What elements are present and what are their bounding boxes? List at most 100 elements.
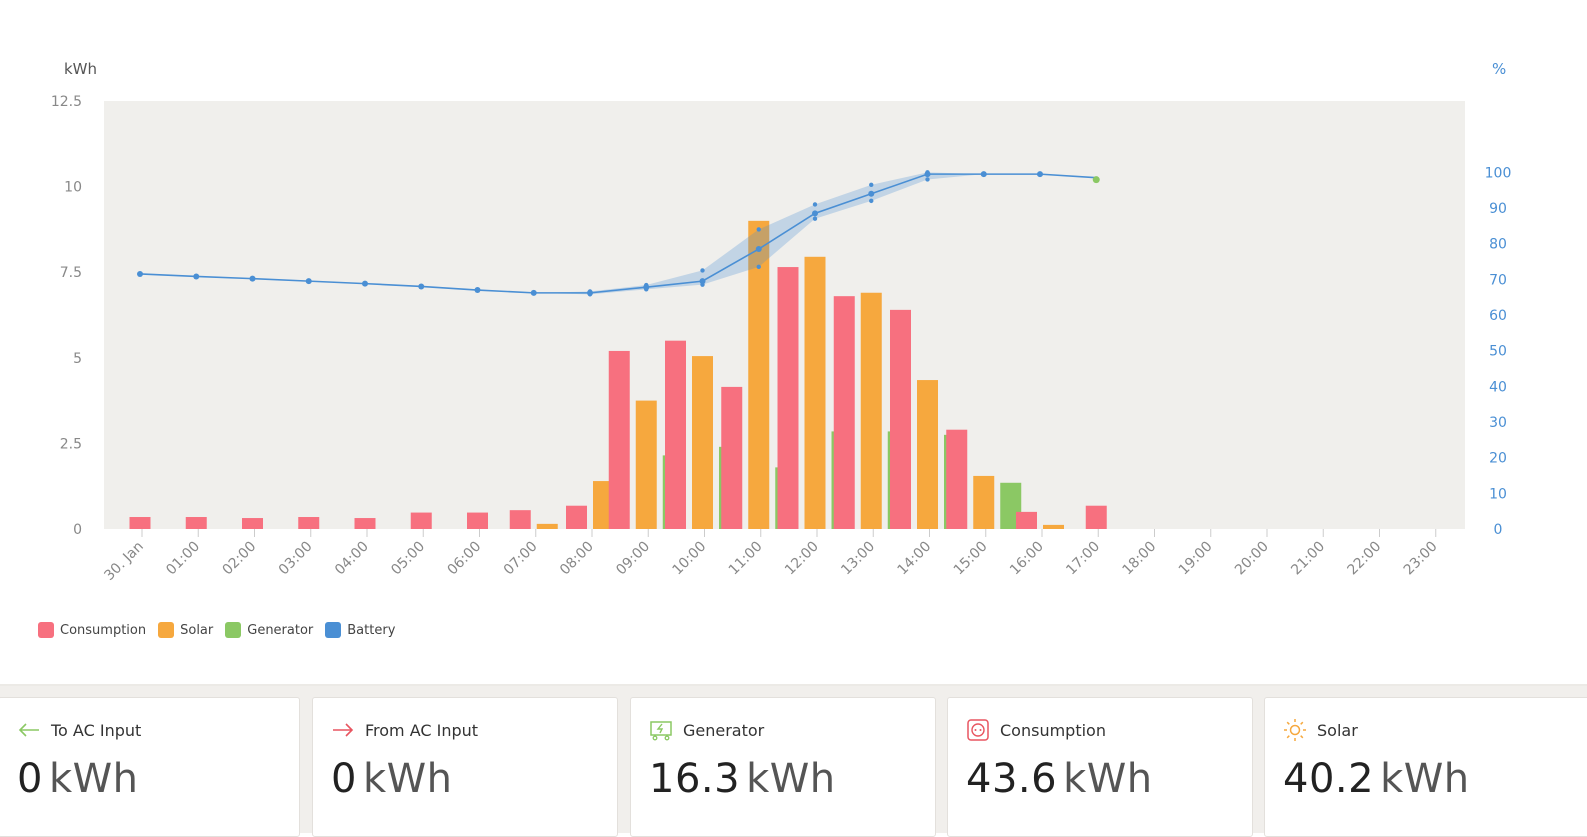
card-to-ac-input[interactable]: To AC Input 0 kWh xyxy=(0,697,300,837)
bar-solar xyxy=(692,356,713,529)
card-unit-from-ac-input: kWh xyxy=(362,756,453,802)
legend-item-battery[interactable]: Battery xyxy=(325,622,395,638)
battery-point xyxy=(643,284,650,291)
battery-min-point xyxy=(812,216,818,221)
bar-solar xyxy=(973,475,995,529)
y-right-tick-label: 50 xyxy=(1489,344,1507,360)
x-tick-label: 17:00 xyxy=(1063,539,1103,579)
bar-consumption xyxy=(298,517,320,529)
y-right-tick-label: 100 xyxy=(1485,165,1512,181)
bar-solar xyxy=(635,400,657,529)
card-title-generator: Generator xyxy=(683,720,765,740)
card-unit-solar: kWh xyxy=(1380,756,1470,802)
card-header-consumption: Consumption xyxy=(966,718,1106,742)
battery-point xyxy=(530,289,537,296)
legend-swatch-battery xyxy=(325,622,342,638)
battery-current-point xyxy=(1092,176,1100,184)
x-tick-label: 13:00 xyxy=(838,539,878,579)
battery-min-point xyxy=(925,177,930,182)
card-number-from-ac-input: 0 xyxy=(331,756,357,802)
battery-max-point xyxy=(869,182,874,188)
y-right-tick-label: 10 xyxy=(1489,486,1507,502)
outlet-icon xyxy=(966,718,990,742)
y-right-tick-label: 0 xyxy=(1494,522,1503,538)
card-from-ac-input[interactable]: From AC Input 0 kWh xyxy=(312,697,618,837)
arrow-left-icon xyxy=(17,718,41,742)
bar-consumption xyxy=(777,267,799,529)
card-header-from-ac-input: From AC Input xyxy=(331,718,478,742)
x-tick-label: 20:00 xyxy=(1232,539,1272,579)
battery-min-point xyxy=(869,198,874,204)
legend-label-battery: Battery xyxy=(347,622,396,638)
legend-item-generator[interactable]: Generator xyxy=(225,622,313,638)
bar-consumption xyxy=(890,309,911,529)
y-left-tick-label: 5 xyxy=(73,351,82,367)
battery-max-point xyxy=(812,202,818,207)
battery-point xyxy=(868,190,875,197)
bar-consumption xyxy=(1085,505,1107,529)
y-right-tick-label: 40 xyxy=(1489,379,1507,395)
section-divider xyxy=(0,684,1587,686)
battery-point xyxy=(980,171,987,178)
battery-min-point xyxy=(756,264,761,270)
card-value-solar: 40.2 kWh xyxy=(1283,756,1470,802)
battery-point xyxy=(249,275,256,282)
x-tick-label: 22:00 xyxy=(1344,539,1384,579)
x-tick-label: 30. Jan xyxy=(101,539,146,584)
bar-solar xyxy=(917,380,938,529)
battery-point xyxy=(812,210,818,217)
card-consumption[interactable]: Consumption 43.6 kWh xyxy=(947,697,1253,837)
y-left-tick-label: 0 xyxy=(73,522,82,538)
card-value-generator: 16.3 kWh xyxy=(649,756,836,802)
x-tick-label: 05:00 xyxy=(388,539,428,579)
battery-point xyxy=(755,246,762,253)
y-left-tick-label: 12.5 xyxy=(51,94,82,110)
y-axis-right-unit: % xyxy=(1492,60,1506,78)
battery-max-point xyxy=(756,227,761,232)
x-tick-label: 11:00 xyxy=(726,539,766,579)
x-tick-label: 14:00 xyxy=(894,539,934,579)
x-tick-label: 21:00 xyxy=(1288,539,1328,579)
card-unit-to-ac-input: kWh xyxy=(48,756,139,802)
card-value-from-ac-input: 0 kWh xyxy=(331,756,453,802)
card-generator[interactable]: Generator 16.3 kWh xyxy=(630,697,936,837)
x-tick-label: 09:00 xyxy=(613,539,653,579)
bar-consumption xyxy=(566,505,587,529)
card-unit-generator: kWh xyxy=(746,756,836,802)
energy-chart: kWh% 0 2.5 5 7.5 10 12.5 0 10 20 30 40 50 60 70 80 90 100… xyxy=(51,60,1512,584)
x-tick-label: 01:00 xyxy=(163,539,203,579)
battery-point xyxy=(587,289,593,296)
legend-item-consumption[interactable]: Consumption xyxy=(38,622,146,638)
legend-label-consumption: Consumption xyxy=(60,622,147,638)
legend-swatch-consumption xyxy=(38,622,54,638)
card-value-to-ac-input: 0 kWh xyxy=(17,756,139,802)
bar-consumption xyxy=(185,517,207,529)
x-tick-label: 02:00 xyxy=(219,539,259,579)
x-tick-label: 15:00 xyxy=(951,539,991,579)
x-tick-label: 07:00 xyxy=(501,539,541,579)
x-tick-label: 06:00 xyxy=(444,539,484,579)
bar-consumption xyxy=(608,350,630,529)
y-right-tick-label: 80 xyxy=(1489,237,1507,253)
card-solar[interactable]: Solar 40.2 kWh xyxy=(1264,697,1587,837)
x-tick-label: 12:00 xyxy=(782,539,822,579)
card-value-consumption: 43.6 kWh xyxy=(966,756,1153,802)
bar-solar xyxy=(860,292,882,529)
battery-point xyxy=(924,171,931,178)
battery-point xyxy=(474,287,481,294)
y-right-tick-label: 60 xyxy=(1489,308,1507,324)
x-tick-label: 03:00 xyxy=(276,539,316,579)
bar-solar xyxy=(804,256,826,529)
x-tick-label: 18:00 xyxy=(1119,539,1159,579)
chart-svg: kWh % 0 2.5 5 7.5 10 12.5 0 10 20 30 40 50 60 70 80 90 100… xyxy=(51,60,1512,584)
y-axis-left-unit: kWh xyxy=(64,60,97,78)
bar-consumption xyxy=(1016,511,1037,529)
legend-item-solar[interactable]: Solar xyxy=(158,622,213,638)
y-left-tick-label: 10 xyxy=(64,180,82,196)
battery-range-band xyxy=(140,172,1097,295)
legend-label-generator: Generator xyxy=(247,622,314,638)
card-title-to-ac-input: To AC Input xyxy=(51,720,142,740)
summary-cards: To AC Input 0 kWh From AC Input 0 kWh Gene… xyxy=(0,686,1587,837)
legend-swatch-solar xyxy=(158,622,175,638)
card-header-to-ac-input: To AC Input xyxy=(17,718,141,742)
